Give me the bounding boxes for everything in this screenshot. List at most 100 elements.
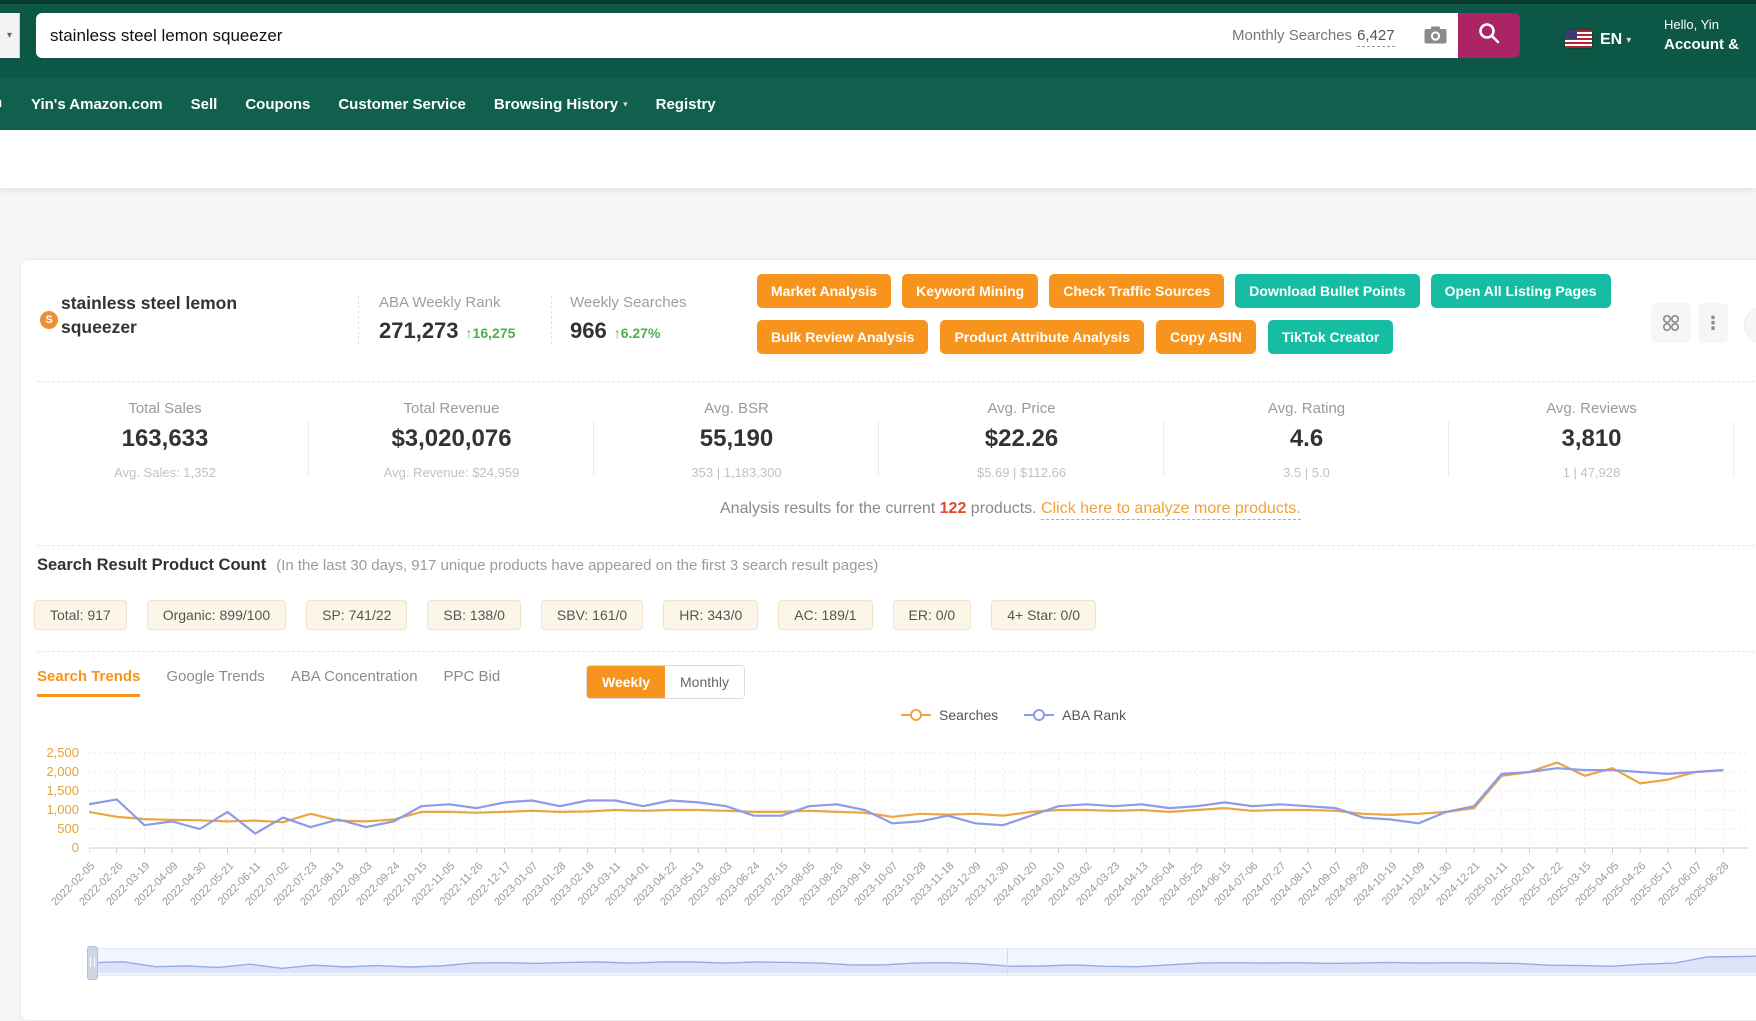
legend-item-aba-rank[interactable]: ABA Rank — [1024, 707, 1126, 723]
tiktok-creator-button[interactable]: TikTok Creator — [1267, 320, 1394, 354]
action-buttons-row-2: Bulk Review Analysis Product Attribute An… — [757, 320, 1394, 354]
tab-search-trends[interactable]: Search Trends — [37, 668, 141, 697]
legend-circle — [1033, 709, 1046, 721]
stat-label: Avg. BSR — [704, 400, 769, 417]
monthly-searches-widget: Monthly Searches 6,427 — [1232, 27, 1395, 47]
account-menu[interactable]: Hello, Yin Account & — [1664, 17, 1739, 53]
count-tag: AC: 189/1 — [778, 600, 873, 630]
caret-down-icon: ▾ — [6, 30, 13, 41]
y-axis-tick-label: 500 — [57, 821, 79, 836]
check-traffic-sources-button[interactable]: Check Traffic Sources — [1049, 274, 1225, 308]
srpc-title: Search Result Product Count — [37, 556, 267, 574]
legend-item-searches[interactable]: Searches — [901, 707, 998, 723]
stat-col-total-sales: Total Sales 163,633 Avg. Sales: 1,352 — [21, 391, 309, 480]
keyword-mining-button[interactable]: Keyword Mining — [902, 274, 1039, 308]
brand-logo-icon: S — [40, 311, 58, 329]
legend-circle — [910, 709, 922, 721]
series-aba-rank — [89, 767, 1724, 835]
kebab-menu-icon[interactable]: ⋮ — [1698, 303, 1728, 343]
amazon-header: ▾ stainless steel lemon squeezer Monthly… — [0, 0, 1756, 78]
stat-sub: Avg. Revenue: $24,959 — [383, 465, 520, 480]
stat-col-avg-bsr: Avg. BSR 55,190 353 | 1,183,300 — [594, 391, 879, 480]
results-header-strip: n squeezer" — [0, 130, 1756, 188]
action-buttons-row-1: Market Analysis Keyword Mining Check Traff… — [757, 274, 1611, 308]
weekly-searches-value: 966 — [570, 318, 607, 343]
nav-item-yin-s-amazon-com[interactable]: Yin's Amazon.com — [31, 96, 163, 113]
search-result-product-count: Search Result Product Count (In the last … — [37, 556, 878, 575]
aba-rank-label: ABA Weekly Rank — [379, 294, 501, 311]
legend-marker-icon — [1024, 709, 1055, 721]
caret-down-icon: ▾ — [623, 98, 628, 109]
stat-col-total-revenue: Total Revenue $3,020,076 Avg. Revenue: $24… — [309, 391, 594, 480]
market-analysis-button[interactable]: Market Analysis — [757, 274, 892, 308]
count-tag: Organic: 899/100 — [146, 600, 287, 630]
stat-value: 4.6 — [1289, 425, 1324, 452]
nav-item-registry[interactable]: Registry — [656, 96, 716, 113]
brush-handle[interactable] — [87, 946, 98, 980]
tab-ppc-bid[interactable]: PPC Bid — [443, 668, 501, 685]
language-selector[interactable]: EN ▾ — [1600, 31, 1631, 49]
stat-value: 55,190 — [699, 425, 774, 452]
legend-label: Searches — [939, 707, 999, 723]
srpc-note: (In the last 30 days, 917 unique product… — [276, 557, 879, 574]
count-tag: ER: 0/0 — [892, 600, 972, 630]
analysis-middle: products. — [966, 500, 1042, 517]
aba-weekly-rank-metric: ABA Weekly Rank 271,273 ↑16,275 — [379, 294, 515, 344]
stat-sub: Avg. Sales: 1,352 — [114, 465, 216, 480]
greeting-text: Hello, Yin — [1664, 17, 1719, 32]
search-query-text: stainless steel lemon squeezer — [50, 25, 283, 45]
stat-sub: $5.69 | $112.66 — [976, 465, 1067, 480]
chart-range-brush[interactable] — [87, 946, 1756, 980]
nav-item-label: Browsing History — [493, 95, 619, 113]
count-tag: SBV: 161/0 — [540, 600, 644, 630]
tab-google-trends[interactable]: Google Trends — [166, 668, 265, 685]
search-input[interactable]: stainless steel lemon squeezer — [36, 13, 1458, 58]
stat-value: 3,810 — [1561, 425, 1622, 452]
divider — [551, 296, 552, 344]
sellersprite-panel: S stainless steel lemon squeezer ABA Wee… — [20, 259, 1756, 1021]
analyze-more-link[interactable]: Click here to analyze more products. — [1041, 500, 1301, 520]
brush-divider — [1007, 949, 1008, 975]
nav-item-label: Registry — [655, 95, 716, 113]
keyword-title: stainless steel lemon squeezer — [61, 293, 238, 337]
stat-value: $3,020,076 — [391, 425, 512, 452]
copy-asin-button[interactable]: Copy ASIN — [1155, 320, 1256, 354]
nav-item-label: Coupons — [245, 95, 311, 113]
brush-mini-chart — [92, 955, 1756, 973]
legend-label: ABA Rank — [1062, 707, 1126, 723]
nav-items: Yin's Amazon.com Sell Coupons Customer Serv… — [31, 78, 716, 130]
camera-icon[interactable] — [1424, 26, 1447, 49]
collapse-circle-button[interactable] — [1744, 307, 1756, 343]
count-tag: 4+ Star: 0/0 — [991, 600, 1097, 630]
count-tag: Total: 917 — [34, 600, 127, 630]
open-all-listing-pages-button[interactable]: Open All Listing Pages — [1430, 274, 1611, 308]
stat-label: Avg. Price — [987, 400, 1056, 417]
stat-col-avg-reviews: Avg. Reviews 3,810 1 | 47,928 — [1449, 391, 1734, 480]
monthly-searches-value[interactable]: 6,427 — [1357, 27, 1395, 47]
product-attribute-analysis-button[interactable]: Product Attribute Analysis — [940, 320, 1144, 354]
stat-col-avg-price: Avg. Price $22.26 $5.69 | $112.66 — [879, 391, 1164, 480]
analysis-prefix: Analysis results for the current — [720, 500, 940, 517]
toggle-monthly[interactable]: Monthly — [665, 666, 745, 698]
apps-grid-icon[interactable] — [1651, 303, 1691, 343]
weekly-searches-metric: Weekly Searches 966 ↑6.27% — [570, 294, 686, 344]
amazon-nav-bar: n Yin's Amazon.com Sell Coupons Customer Se… — [0, 78, 1756, 130]
nav-item-browsing-history[interactable]: Browsing History ▾ — [494, 96, 628, 113]
us-flag-icon — [1565, 30, 1592, 48]
divider — [358, 296, 359, 344]
y-axis-tick-label: 1,500 — [46, 783, 79, 798]
search-button[interactable] — [1458, 13, 1520, 58]
tab-aba-concentration[interactable]: ABA Concentration — [290, 668, 418, 685]
nav-item-sell[interactable]: Sell — [191, 96, 218, 113]
nav-item-coupons[interactable]: Coupons — [245, 96, 310, 113]
nav-item-customer-service[interactable]: Customer Service — [338, 96, 466, 113]
download-bullet-points-button[interactable]: Download Bullet Points — [1235, 274, 1420, 308]
trend-tabs: Search Trends Google Trends ABA Concentrat… — [37, 668, 500, 697]
nav-item-label: Sell — [190, 95, 218, 113]
toggle-weekly[interactable]: Weekly — [587, 666, 665, 698]
stat-sub: 353 | 1,183,300 — [691, 465, 782, 480]
monthly-searches-label: Monthly Searches — [1232, 27, 1353, 44]
bulk-review-analysis-button[interactable]: Bulk Review Analysis — [757, 320, 929, 354]
search-category-dropdown[interactable]: ▾ — [0, 13, 20, 58]
legend-marker-icon — [901, 709, 931, 721]
